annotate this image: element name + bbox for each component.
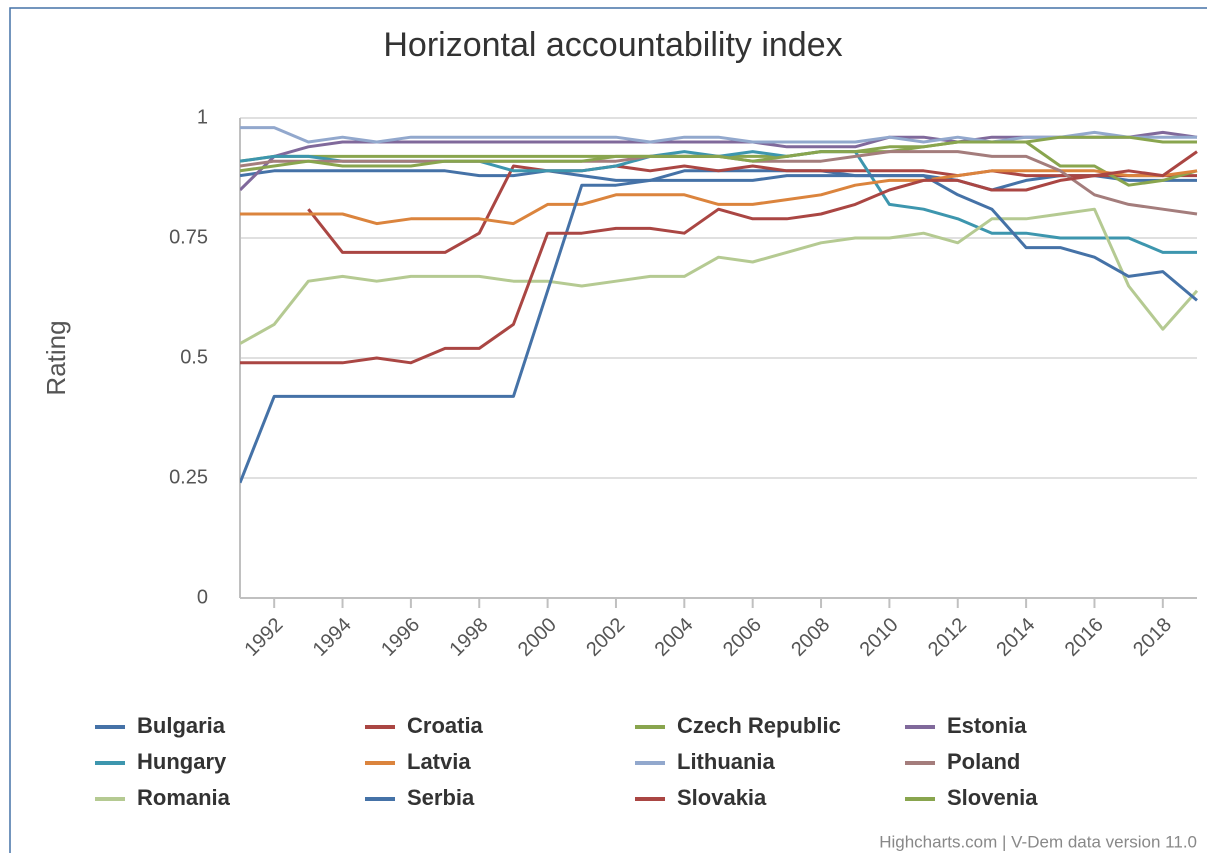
- y-tick-label: 0.25: [169, 466, 208, 488]
- credits: Highcharts.com | V-Dem data version 11.0: [879, 832, 1197, 851]
- x-tick-label: 2016: [1061, 614, 1108, 661]
- x-tick-label: 1992: [240, 614, 287, 661]
- x-tick-label: 2012: [924, 614, 971, 661]
- series-line: [240, 135, 1197, 173]
- x-tick-label: 2010: [856, 614, 903, 661]
- x-tick-label: 1996: [377, 614, 424, 661]
- y-axis-label: Rating: [41, 320, 71, 395]
- x-tick-label: 2018: [1129, 614, 1176, 661]
- legend-label: Romania: [137, 785, 231, 810]
- chart-title: Horizontal accountability index: [383, 26, 842, 64]
- series-line: [240, 126, 1197, 144]
- legend-label: Croatia: [407, 713, 484, 738]
- legend-label: Slovakia: [677, 785, 767, 810]
- y-tick-label: 0: [197, 586, 208, 608]
- legend-label: Poland: [947, 749, 1020, 774]
- x-tick-label: 2002: [582, 614, 629, 661]
- x-tick-label: 2014: [992, 614, 1039, 661]
- legend-label: Bulgaria: [137, 713, 226, 738]
- x-tick-label: 2000: [514, 614, 561, 661]
- legend-label: Czech Republic: [677, 713, 841, 738]
- x-tick-label: 1998: [445, 614, 492, 661]
- legend-label: Latvia: [407, 749, 471, 774]
- series-line: [307, 164, 1197, 254]
- legend-label: Slovenia: [947, 785, 1038, 810]
- frame: [9, 7, 1207, 853]
- y-tick-label: 1: [197, 106, 208, 128]
- y-tick-label: 0.75: [169, 226, 208, 248]
- legend-label: Serbia: [407, 785, 475, 810]
- y-tick-label: 0.5: [180, 346, 208, 368]
- x-tick-label: 2004: [651, 614, 698, 661]
- legend-label: Hungary: [137, 749, 227, 774]
- series-line: [240, 207, 1199, 345]
- series-line: [240, 150, 1198, 365]
- x-tick-label: 2006: [719, 614, 766, 661]
- legend-label: Lithuania: [677, 749, 776, 774]
- series-line: [240, 174, 1198, 484]
- series-line: [240, 140, 1198, 187]
- legend-label: Estonia: [947, 713, 1027, 738]
- series-line: [240, 169, 1198, 226]
- x-tick-label: 1994: [309, 614, 356, 661]
- x-tick-label: 2008: [787, 614, 834, 661]
